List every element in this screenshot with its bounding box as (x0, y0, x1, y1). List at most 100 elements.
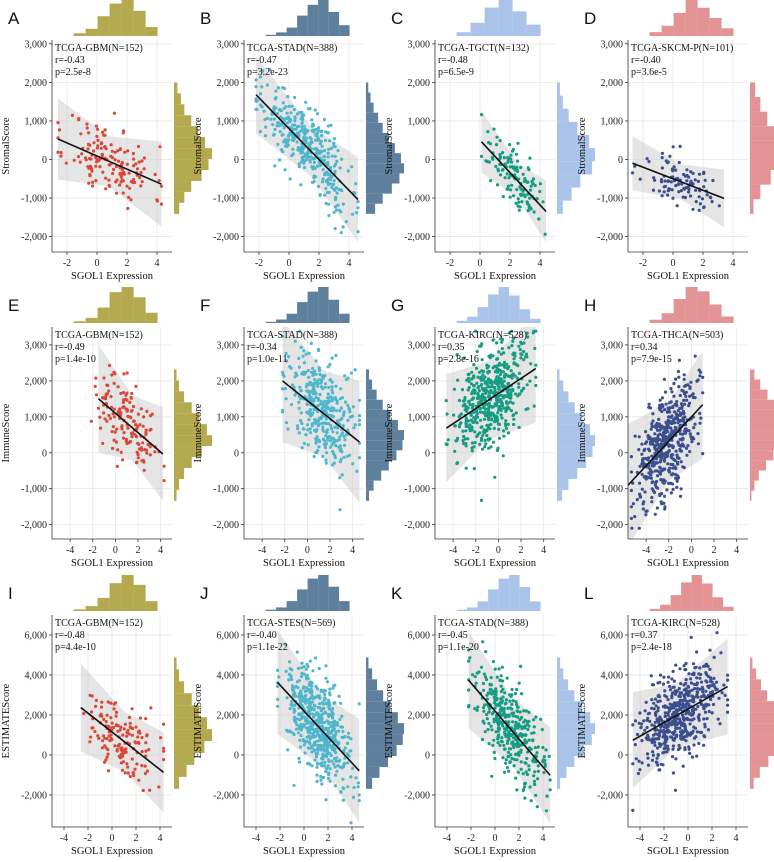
data-point (638, 481, 642, 485)
data-point (119, 175, 123, 179)
data-point (85, 122, 89, 126)
data-point (532, 718, 536, 722)
data-point (673, 721, 677, 725)
data-point (658, 673, 663, 677)
data-point (510, 344, 514, 348)
data-point (672, 679, 677, 683)
data-point (510, 707, 514, 711)
data-point (137, 778, 141, 782)
data-point (109, 395, 113, 399)
plot-area (631, 631, 730, 813)
right-histogram-bar (366, 701, 391, 713)
data-point (663, 459, 667, 463)
data-point (321, 402, 325, 406)
data-point (104, 176, 108, 180)
right-histogram-bar (366, 460, 389, 471)
data-point (300, 666, 304, 670)
data-point (326, 699, 331, 703)
data-point (713, 685, 717, 689)
right-histogram-bar (750, 690, 768, 702)
data-point (276, 86, 280, 90)
data-point (695, 690, 699, 694)
y-tick-label: 0 (234, 155, 239, 166)
x-tick-label: 2 (519, 545, 524, 556)
data-point (328, 166, 333, 170)
data-point (332, 684, 336, 688)
data-point (112, 707, 116, 711)
data-point (323, 696, 327, 700)
data-point (461, 399, 465, 403)
data-point (672, 165, 676, 169)
data-point (639, 725, 643, 729)
data-point (499, 739, 503, 743)
data-point (314, 395, 318, 399)
right-histogram-bar (750, 199, 754, 214)
data-point (689, 677, 693, 681)
data-point (332, 141, 336, 145)
data-point (511, 699, 515, 703)
data-point (137, 729, 141, 733)
data-point (681, 730, 686, 734)
data-point (690, 440, 694, 444)
data-point (641, 457, 645, 461)
data-point (685, 702, 689, 706)
data-point (709, 678, 713, 682)
data-point (669, 491, 674, 495)
data-point (488, 427, 492, 431)
data-point (679, 487, 683, 491)
data-point (710, 680, 714, 684)
data-point (329, 175, 333, 179)
data-point (334, 730, 338, 734)
data-point (307, 707, 311, 712)
data-point (515, 687, 519, 692)
right-histogram-bar (750, 766, 760, 778)
data-point (663, 705, 667, 709)
data-point (338, 448, 342, 453)
data-point (351, 766, 355, 771)
data-point (299, 151, 303, 155)
data-point (485, 433, 489, 438)
data-point (298, 385, 302, 389)
data-point (330, 154, 334, 158)
data-point (299, 690, 303, 694)
data-point (681, 195, 685, 199)
data-point (682, 186, 686, 190)
data-point (508, 195, 512, 199)
data-point (479, 384, 483, 388)
data-point (101, 170, 105, 174)
data-point (133, 180, 137, 185)
right-histogram-bar (174, 191, 185, 203)
data-point (522, 709, 526, 713)
right-histogram-bar (366, 122, 383, 133)
y-tick-label: -2,000 (404, 520, 430, 531)
right-histogram-bar (366, 132, 389, 144)
y-tick-label: 0 (618, 751, 623, 762)
data-point (693, 687, 697, 691)
data-point (316, 152, 320, 156)
data-point (309, 431, 313, 435)
y-axis-title: ImmuneScore (577, 403, 588, 462)
data-point (323, 138, 328, 142)
data-point (286, 427, 290, 431)
data-point (516, 770, 520, 774)
data-point (452, 413, 456, 417)
right-histogram-bar (557, 161, 593, 175)
data-point (347, 453, 352, 457)
data-point (312, 407, 316, 411)
data-point (669, 420, 674, 424)
data-point (503, 747, 507, 751)
data-point (519, 760, 523, 764)
data-point (633, 719, 638, 723)
x-tick-label: 0 (496, 545, 501, 556)
data-point (670, 473, 674, 477)
y-tick-label: -2,000 (597, 791, 623, 802)
data-point (689, 635, 693, 640)
data-point (313, 175, 318, 179)
data-point (299, 411, 303, 415)
top-histogram-bar (121, 575, 134, 611)
data-point (139, 407, 143, 411)
data-point (525, 202, 530, 206)
data-point (480, 342, 484, 346)
right-histogram-bar (750, 777, 754, 789)
